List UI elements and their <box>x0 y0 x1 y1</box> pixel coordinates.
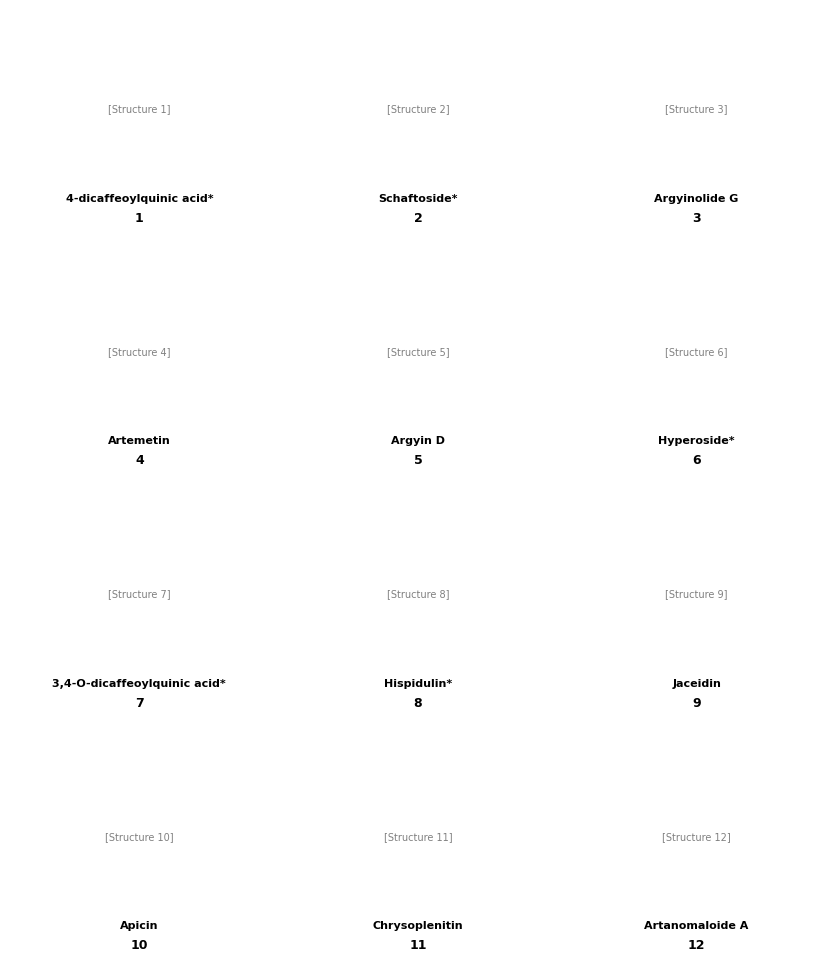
Text: [Structure 4]: [Structure 4] <box>108 346 171 357</box>
Text: Artanomaloide A: Artanomaloide A <box>645 921 749 930</box>
Text: 1: 1 <box>135 211 144 225</box>
Text: 11: 11 <box>410 938 426 952</box>
Text: 4-dicaffeoylquinic acid*: 4-dicaffeoylquinic acid* <box>65 194 213 203</box>
Text: [Structure 11]: [Structure 11] <box>384 830 452 841</box>
Text: 6: 6 <box>692 453 701 467</box>
Text: Hispidulin*: Hispidulin* <box>384 678 452 688</box>
Text: [Structure 10]: [Structure 10] <box>105 830 174 841</box>
Text: [Structure 3]: [Structure 3] <box>665 104 728 114</box>
Text: 9: 9 <box>692 696 701 709</box>
Text: [Structure 9]: [Structure 9] <box>665 588 728 599</box>
Text: 5: 5 <box>414 453 422 467</box>
Text: Argyinolide G: Argyinolide G <box>655 194 739 203</box>
Text: Artemetin: Artemetin <box>108 436 171 446</box>
Text: Hyperoside*: Hyperoside* <box>659 436 735 446</box>
Text: [Structure 12]: [Structure 12] <box>662 830 731 841</box>
Text: Jaceidin: Jaceidin <box>672 678 721 688</box>
Text: Chrysoplenitin: Chrysoplenitin <box>373 921 463 930</box>
Text: 8: 8 <box>414 696 422 709</box>
Text: [Structure 7]: [Structure 7] <box>108 588 171 599</box>
Text: [Structure 6]: [Structure 6] <box>665 346 728 357</box>
Text: 2: 2 <box>414 211 422 225</box>
Text: Apicin: Apicin <box>120 921 159 930</box>
Text: 7: 7 <box>135 696 144 709</box>
Text: Argyin D: Argyin D <box>391 436 445 446</box>
Text: 3: 3 <box>692 211 701 225</box>
Text: 4: 4 <box>135 453 144 467</box>
Text: [Structure 8]: [Structure 8] <box>387 588 449 599</box>
Text: 3,4-O-dicaffeoylquinic acid*: 3,4-O-dicaffeoylquinic acid* <box>53 678 227 688</box>
Text: [Structure 5]: [Structure 5] <box>387 346 449 357</box>
Text: 12: 12 <box>688 938 706 952</box>
Text: Schaftoside*: Schaftoside* <box>378 194 458 203</box>
Text: [Structure 1]: [Structure 1] <box>108 104 171 114</box>
Text: 10: 10 <box>130 938 148 952</box>
Text: [Structure 2]: [Structure 2] <box>387 104 449 114</box>
